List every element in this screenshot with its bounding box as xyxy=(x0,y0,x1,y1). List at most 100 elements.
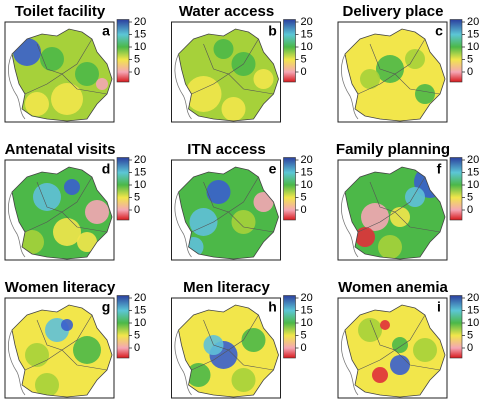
colorbar-tick-label: 20 xyxy=(134,292,146,304)
country-border xyxy=(178,166,279,260)
district-border xyxy=(24,211,108,233)
colorbar-tick-label: 5 xyxy=(134,329,140,341)
region xyxy=(213,39,234,59)
lake-shore xyxy=(174,329,192,396)
district-border xyxy=(357,349,441,371)
region xyxy=(355,227,375,247)
panel-letter: c xyxy=(435,23,443,39)
colorbar-tick-label: 0 xyxy=(467,204,473,216)
colorbar-tick-label: 10 xyxy=(301,41,313,53)
region xyxy=(372,367,388,383)
region xyxy=(231,368,256,392)
map xyxy=(340,166,446,260)
colorbar-tick-label: 5 xyxy=(467,53,473,65)
region xyxy=(96,78,108,90)
region xyxy=(85,200,109,224)
region xyxy=(25,92,49,116)
region xyxy=(61,319,73,331)
colorbar-tick-label: 10 xyxy=(301,317,313,329)
colorbar-tick-label: 15 xyxy=(301,304,313,316)
colorbar-tick-label: 10 xyxy=(467,179,479,191)
lake-shore xyxy=(7,53,26,120)
colorbar-tick-label: 5 xyxy=(134,53,140,65)
colorbar-tick-label: 20 xyxy=(134,16,146,28)
region xyxy=(189,208,218,236)
colorbar-tick-label: 20 xyxy=(134,154,146,166)
country-border xyxy=(11,304,113,398)
panel-title: Women anemia xyxy=(338,279,448,296)
colorbar-tick-label: 0 xyxy=(134,66,140,78)
colorbar-tick-label: 5 xyxy=(301,329,307,341)
colorbar xyxy=(449,157,463,221)
country-border xyxy=(178,304,279,398)
colorbar xyxy=(116,157,130,221)
colorbar-tick-label: 15 xyxy=(467,304,479,316)
region xyxy=(368,97,392,121)
country-border xyxy=(178,28,279,122)
lake-shore xyxy=(7,191,26,258)
map-fill xyxy=(345,305,445,397)
lake-shore xyxy=(7,329,26,396)
region xyxy=(231,210,256,234)
panel-letter: f xyxy=(437,161,442,177)
colorbar-tick-label: 20 xyxy=(301,292,313,304)
colorbar xyxy=(283,19,296,83)
colorbar-tick-label: 15 xyxy=(134,166,146,178)
country-border xyxy=(11,166,113,260)
district-border xyxy=(24,349,108,371)
lake-shore xyxy=(174,53,192,120)
region xyxy=(241,328,266,352)
region xyxy=(77,232,97,252)
region xyxy=(206,180,231,204)
region xyxy=(253,192,274,212)
region xyxy=(35,373,59,397)
region xyxy=(360,69,380,89)
country-border xyxy=(344,304,446,398)
colorbar-tick-label: 5 xyxy=(467,329,473,341)
colorbar-tick-label: 15 xyxy=(301,28,313,40)
panel-title: ITN access xyxy=(187,141,265,158)
region xyxy=(186,363,211,387)
district-border xyxy=(191,349,274,371)
colorbar-tick-label: 20 xyxy=(467,292,479,304)
region xyxy=(64,179,80,195)
region xyxy=(73,336,101,364)
lake-shore xyxy=(340,329,359,396)
panel-title: Water access xyxy=(179,3,274,20)
colorbar xyxy=(449,19,463,83)
panel-letter: a xyxy=(102,23,110,39)
region xyxy=(415,84,435,104)
country-border xyxy=(344,28,446,122)
lake-shore xyxy=(340,191,359,258)
colorbar-tick-label: 0 xyxy=(301,66,307,78)
region xyxy=(380,320,390,330)
region xyxy=(405,187,425,207)
panel-title: Delivery place xyxy=(343,3,444,20)
colorbar xyxy=(449,295,463,359)
colorbar-tick-label: 20 xyxy=(301,154,313,166)
panel-letter: i xyxy=(437,299,441,315)
colorbar-tick-label: 10 xyxy=(134,179,146,191)
colorbar-tick-label: 20 xyxy=(467,154,479,166)
colorbar-tick-label: 10 xyxy=(301,179,313,191)
region xyxy=(25,343,49,367)
colorbar-tick-label: 10 xyxy=(134,41,146,53)
region xyxy=(53,218,81,246)
colorbar-tick-label: 10 xyxy=(134,317,146,329)
panel-title: Women literacy xyxy=(5,279,116,296)
map xyxy=(340,304,446,398)
panel-letter: b xyxy=(268,23,277,39)
lake-shore xyxy=(340,53,359,120)
district-border xyxy=(24,73,108,95)
region xyxy=(75,62,99,86)
district-border xyxy=(357,211,441,233)
region xyxy=(358,318,382,342)
colorbar-tick-label: 5 xyxy=(467,191,473,203)
panel-title: Toilet facility xyxy=(15,3,106,20)
